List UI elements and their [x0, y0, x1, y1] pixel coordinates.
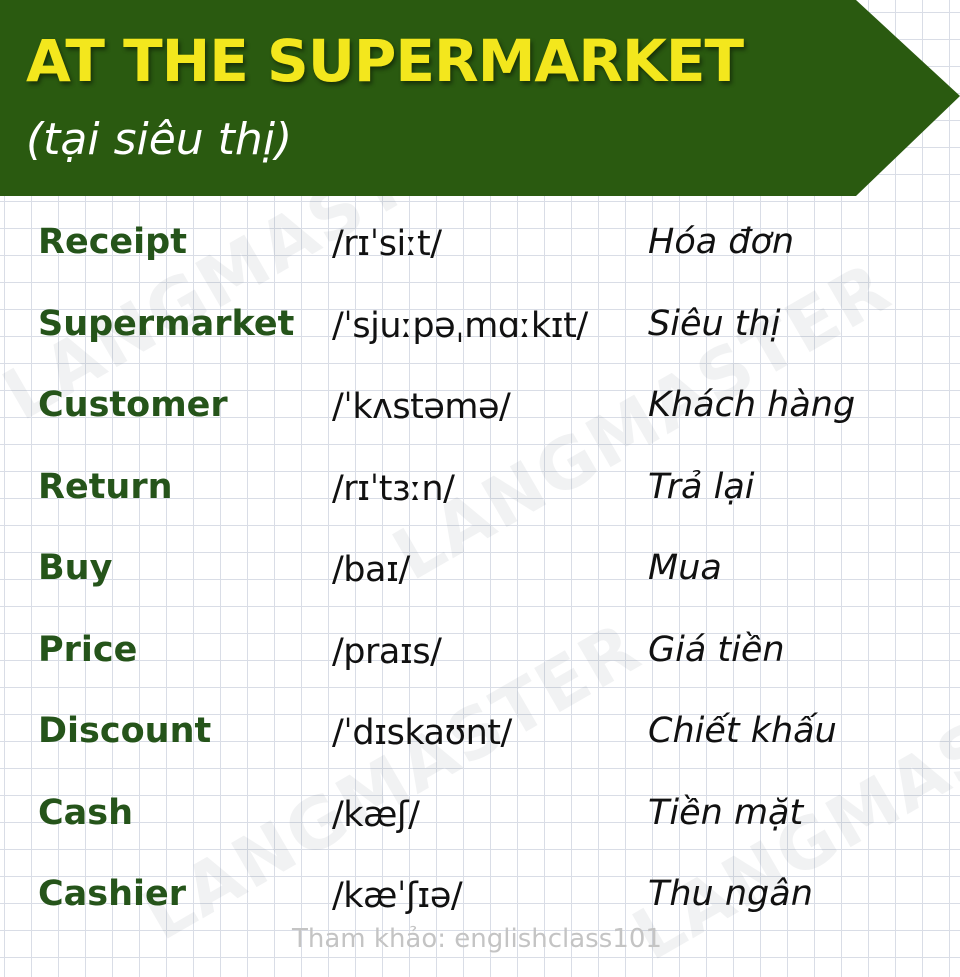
vocab-ipa: /ˈkʌstəmə/	[332, 385, 510, 429]
vocab-word: Receipt	[38, 220, 187, 264]
vocab-word: Customer	[38, 383, 228, 427]
vocab-meaning: Thu ngân	[648, 872, 813, 916]
vocab-word: Return	[38, 465, 173, 509]
vocab-ipa: /praɪs/	[332, 630, 441, 674]
vocab-word: Cashier	[38, 872, 186, 916]
vocab-row-discount: Discount /ˈdɪskaʊnt/ Chiết khấu	[0, 691, 960, 773]
vocab-row-supermarket: Supermarket /ˈsjuːpəˌmɑːkɪt/ Siêu thị	[0, 284, 960, 366]
vocab-meaning: Hóa đơn	[648, 220, 794, 264]
vocab-row-customer: Customer /ˈkʌstəmə/ Khách hàng	[0, 365, 960, 447]
vocab-word: Price	[38, 628, 137, 672]
vocab-row-cash: Cash /kæʃ/ Tiền mặt	[0, 773, 960, 855]
vocab-row-return: Return /rɪˈtɜːn/ Trả lại	[0, 447, 960, 529]
vocab-ipa: /kæˈʃɪə/	[332, 874, 462, 918]
vocab-row-receipt: Receipt /rɪˈsiːt/ Hóa đơn	[0, 202, 960, 284]
vocab-word: Cash	[38, 791, 133, 835]
vocab-meaning: Khách hàng	[648, 383, 855, 427]
vocab-ipa: /baɪ/	[332, 548, 410, 592]
vocab-meaning: Chiết khấu	[648, 709, 837, 753]
vocab-ipa: /ˈsjuːpəˌmɑːkɪt/	[332, 304, 588, 348]
vocab-meaning: Siêu thị	[648, 302, 780, 346]
page-subtitle: (tại siêu thị)	[26, 112, 292, 168]
page-title: AT THE SUPERMARKET	[26, 26, 743, 96]
vocab-ipa: /rɪˈtɜːn/	[332, 467, 454, 511]
vocabulary-list: Receipt /rɪˈsiːt/ Hóa đơn Supermarket /ˈ…	[0, 202, 960, 936]
vocab-meaning: Trả lại	[648, 465, 755, 509]
source-credit: Tham khảo: englishclass101	[292, 922, 662, 956]
vocab-ipa: /ˈdɪskaʊnt/	[332, 711, 512, 755]
vocab-meaning: Giá tiền	[648, 628, 785, 672]
vocab-word: Supermarket	[38, 302, 294, 346]
vocab-row-price: Price /praɪs/ Giá tiền	[0, 610, 960, 692]
vocab-row-buy: Buy /baɪ/ Mua	[0, 528, 960, 610]
vocab-meaning: Mua	[648, 546, 722, 590]
vocab-word: Buy	[38, 546, 112, 590]
vocab-ipa: /kæʃ/	[332, 793, 419, 837]
vocab-meaning: Tiền mặt	[648, 791, 803, 835]
vocab-word: Discount	[38, 709, 211, 753]
vocab-ipa: /rɪˈsiːt/	[332, 222, 442, 266]
